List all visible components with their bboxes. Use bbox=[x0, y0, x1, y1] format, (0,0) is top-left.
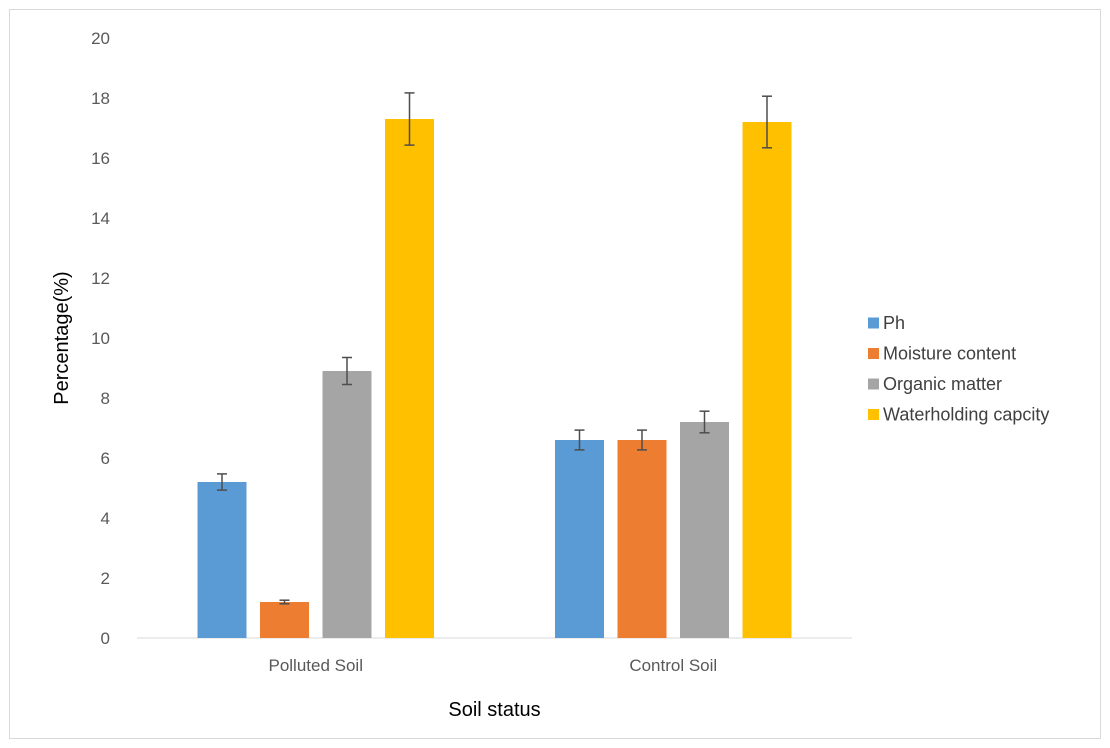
x-axis-title: Soil status bbox=[448, 699, 540, 721]
bar[interactable] bbox=[197, 482, 247, 638]
y-tick-label: 20 bbox=[91, 29, 110, 48]
chart-svg: 0 2 4 6 8 10 12 14 16 18 20 Polluted Soil Control So… bbox=[51, 29, 1049, 721]
bar[interactable] bbox=[555, 440, 604, 638]
y-tick-label: 18 bbox=[91, 89, 110, 108]
y-tick-label: 12 bbox=[91, 269, 110, 288]
bar[interactable] bbox=[742, 122, 792, 638]
bar[interactable] bbox=[385, 119, 434, 638]
y-tick-label: 8 bbox=[101, 389, 110, 408]
y-tick-label: 2 bbox=[101, 569, 110, 588]
legend-swatch bbox=[868, 317, 879, 329]
bar[interactable] bbox=[260, 602, 309, 638]
bar[interactable] bbox=[617, 440, 667, 638]
bar[interactable] bbox=[322, 371, 372, 638]
x-category-label: Control Soil bbox=[629, 656, 717, 675]
legend-label: Moisture content bbox=[883, 344, 1016, 364]
y-tick-label: 4 bbox=[101, 509, 110, 528]
y-tick-label: 6 bbox=[101, 449, 110, 468]
x-category-label: Polluted Soil bbox=[268, 656, 363, 675]
y-tick-label: 14 bbox=[91, 209, 110, 228]
y-tick-label: 0 bbox=[101, 629, 110, 648]
y-axis-title: Percentage(%) bbox=[51, 271, 73, 404]
legend-label: Ph bbox=[883, 313, 905, 333]
legend-label: Waterholding capcity bbox=[883, 405, 1049, 425]
bar[interactable] bbox=[680, 422, 729, 638]
y-tick-label: 10 bbox=[91, 329, 110, 348]
y-tick-label: 16 bbox=[91, 149, 110, 168]
legend-swatch bbox=[868, 378, 879, 390]
legend-swatch bbox=[868, 348, 879, 359]
legend-label: Organic matter bbox=[883, 374, 1002, 394]
legend-swatch bbox=[868, 409, 879, 420]
chart-frame: 0 2 4 6 8 10 12 14 16 18 20 Polluted Soil Control So… bbox=[9, 9, 1101, 739]
